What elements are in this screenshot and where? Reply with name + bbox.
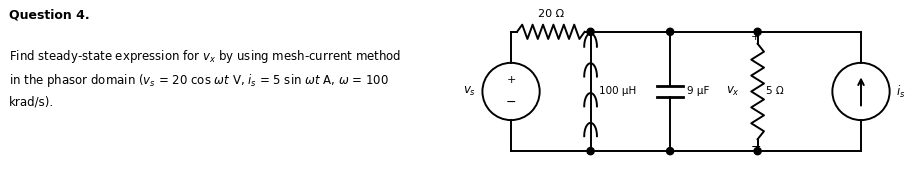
Text: 20 Ω: 20 Ω bbox=[538, 9, 564, 19]
Circle shape bbox=[587, 28, 595, 35]
Text: +: + bbox=[751, 32, 760, 42]
Circle shape bbox=[666, 148, 674, 155]
Text: $v_x$: $v_x$ bbox=[726, 85, 740, 98]
Text: Question 4.: Question 4. bbox=[9, 9, 90, 22]
Text: Find steady-state expression for $v_x$ by using mesh-current method
in the phaso: Find steady-state expression for $v_x$ b… bbox=[9, 48, 402, 108]
Circle shape bbox=[754, 28, 761, 35]
Text: $v_s$: $v_s$ bbox=[463, 85, 476, 98]
Text: 100 μH: 100 μH bbox=[599, 87, 637, 96]
Circle shape bbox=[754, 148, 761, 155]
Circle shape bbox=[666, 28, 674, 35]
Text: −: − bbox=[505, 96, 516, 109]
Text: +: + bbox=[506, 75, 516, 85]
Text: 9 μF: 9 μF bbox=[686, 87, 709, 96]
Circle shape bbox=[587, 148, 595, 155]
Text: 5 Ω: 5 Ω bbox=[766, 87, 784, 96]
Text: −: − bbox=[751, 141, 761, 154]
Text: $i_s$: $i_s$ bbox=[896, 83, 905, 100]
